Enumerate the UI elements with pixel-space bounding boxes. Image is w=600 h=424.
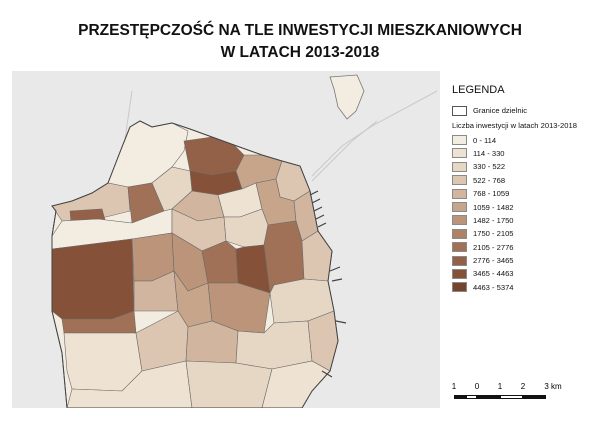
legend-swatch xyxy=(452,242,467,253)
legend-classes: 0 - 114 114 - 330 330 - 522 522 - 768 768 - … xyxy=(452,133,598,294)
legend-class-label: 114 - 330 xyxy=(473,148,505,158)
scale-segment xyxy=(500,395,523,399)
legend-swatch xyxy=(452,188,467,199)
legend-swatch xyxy=(452,161,467,172)
legend-class-label: 330 - 522 xyxy=(473,162,506,172)
map-frame xyxy=(12,71,440,408)
scale-label: 1 xyxy=(497,382,503,391)
legend-swatch xyxy=(452,135,467,146)
legend-class-row: 768 - 1059 xyxy=(452,187,598,200)
legend-class-label: 1059 - 1482 xyxy=(473,202,514,212)
legend-class-label: 4463 - 5374 xyxy=(473,282,514,292)
legend-class-row: 3465 - 4463 xyxy=(452,267,598,280)
scale-segment xyxy=(523,395,546,399)
legend-classes-title: Liczba inwestycji w latach 2013-2018 xyxy=(452,121,577,131)
scale-label: 1 xyxy=(451,382,457,391)
legend-class-row: 2105 - 2776 xyxy=(452,241,598,254)
legend-heading: LEGENDA xyxy=(452,84,505,96)
legend-boundaries-row: Granice dzielnic xyxy=(452,104,598,117)
legend-class-row: 4463 - 5374 xyxy=(452,281,598,294)
treasure-island xyxy=(329,74,365,120)
legend-swatch xyxy=(452,215,467,226)
legend-class-label: 1482 - 1750 xyxy=(473,215,514,225)
legend-swatch xyxy=(452,175,467,186)
legend-class-row: 1059 - 1482 xyxy=(452,200,598,213)
district xyxy=(185,360,273,408)
legend-class-label: 3465 - 4463 xyxy=(473,269,514,279)
city-outline xyxy=(51,120,339,408)
boundary-swatch xyxy=(452,105,467,116)
scale-segment xyxy=(466,395,477,399)
scale-segment xyxy=(454,395,466,399)
scale-label: 2 xyxy=(520,382,526,391)
legend-class-row: 114 - 330 xyxy=(452,147,598,160)
legend-class-label: 0 - 114 xyxy=(473,135,497,145)
scale-label: 0 xyxy=(474,382,480,391)
legend: LEGENDA Granice dzielnic Liczba inwestyc… xyxy=(452,84,598,294)
legend-boundaries-label: Granice dzielnic xyxy=(473,106,528,116)
legend-class-row: 0 - 114 xyxy=(452,133,598,146)
legend-class-label: 768 - 1059 xyxy=(473,189,510,199)
legend-swatch xyxy=(452,255,467,266)
legend-swatch xyxy=(452,282,467,293)
legend-swatch xyxy=(452,228,467,239)
map-title-line-1: PRZESTĘPCZOŚĆ NA TLE INWESTYCJI MIESZKAN… xyxy=(78,22,522,39)
scale-bar: 1 0 1 2 3 km xyxy=(450,382,580,406)
map-title-line-2: W LATACH 2013-2018 xyxy=(220,44,380,61)
map-canvas xyxy=(12,71,440,408)
legend-class-label: 2776 - 3465 xyxy=(473,256,514,266)
piers xyxy=(309,190,347,378)
legend-swatch xyxy=(452,202,467,213)
district xyxy=(51,238,135,320)
legend-class-label: 522 - 768 xyxy=(473,175,506,185)
map-title: PRZESTĘPCZOŚĆ NA TLE INWESTYCJI MIESZKAN… xyxy=(0,20,600,64)
legend-class-row: 330 - 522 xyxy=(452,160,598,173)
legend-class-label: 1750 - 2105 xyxy=(473,229,514,239)
scale-label: 3 km xyxy=(544,382,562,391)
legend-class-row: 522 - 768 xyxy=(452,174,598,187)
legend-class-row: 1482 - 1750 xyxy=(452,214,598,227)
legend-class-label: 2105 - 2776 xyxy=(473,242,514,252)
legend-swatch xyxy=(452,148,467,159)
legend-class-row: 2776 - 3465 xyxy=(452,254,598,267)
scale-segment xyxy=(477,395,500,399)
bridge-lines xyxy=(123,90,438,182)
legend-class-row: 1750 - 2105 xyxy=(452,227,598,240)
legend-swatch xyxy=(452,268,467,279)
